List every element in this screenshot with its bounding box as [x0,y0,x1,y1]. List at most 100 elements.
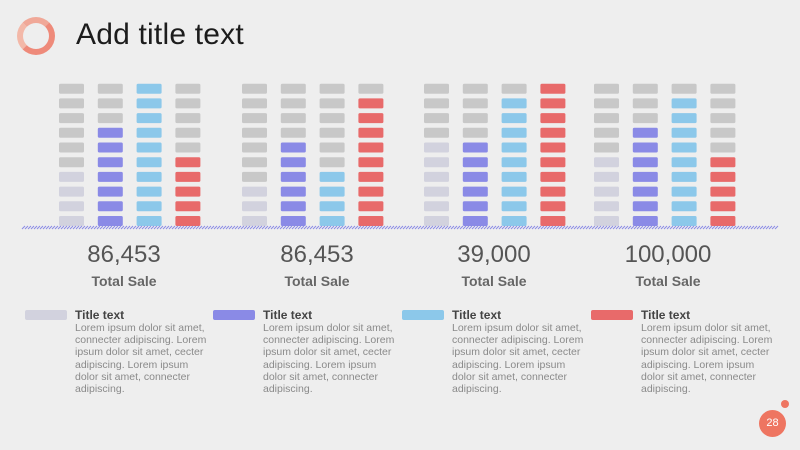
bar-cell-filled [424,142,449,153]
bar-cell-filled [280,171,306,182]
bar-cell-filled [59,216,84,226]
stat-block-1: 86,453 Total Sale [44,241,204,289]
stat-label: Total Sale [461,273,527,289]
bar-cell-empty [710,127,736,138]
bar-cell-filled [358,186,384,197]
bar-cell-filled [424,201,449,212]
bar-cell-empty [319,157,345,168]
bar-cell-filled [424,186,449,197]
bar-cell-filled [358,216,384,226]
bar-cell-filled [462,171,488,182]
bar-cell-filled [462,186,488,197]
bar-cell-empty [97,113,123,124]
bar-cell-empty [242,127,267,138]
bar-cell-empty [242,171,267,182]
bar-cell-filled [280,186,306,197]
bar-cell-empty [710,98,736,109]
bar-cell-filled [424,157,449,168]
stat-label: Total Sale [635,273,701,289]
bar-cell-filled [501,98,527,109]
bar-cell-empty [242,142,267,153]
bar-cell-empty [594,113,619,124]
bar-cell-filled [501,216,527,226]
bar-cell-empty [97,98,123,109]
bar-cell-filled [175,186,201,197]
bar-cell-filled [462,201,488,212]
bar-cell-empty [59,127,84,138]
bar-cell-filled [540,83,566,94]
bar-cell-empty [462,113,488,124]
bar-cell-filled [594,186,619,197]
bar-cell-empty [594,98,619,109]
legend-swatch [25,310,67,320]
bar-cell-empty [319,83,345,94]
bar-cell-filled [136,171,162,182]
bar-cell-filled [540,171,566,182]
bar-cell-empty [319,113,345,124]
bar-cell-filled [242,201,267,212]
bar-cell-empty [175,113,201,124]
legend-title: Title text [641,308,691,322]
stat-value: 39,000 [457,241,531,268]
bar-cell-empty [424,127,449,138]
bar-cell-filled [671,142,697,153]
stat-block-2: 86,453 Total Sale [237,241,397,289]
bar-cell-empty [175,83,201,94]
bar-cell-filled [671,201,697,212]
bar-cell-empty [710,142,736,153]
bar-cell-filled [671,113,697,124]
bar-cell-filled [319,201,345,212]
bar-cell-filled [136,113,162,124]
bar-cell-filled [319,171,345,182]
stat-label: Total Sale [91,273,157,289]
bar-cell-filled [358,142,384,153]
bar-cell-empty [59,157,84,168]
bar-cell-filled [501,171,527,182]
bar-cell-filled [175,171,201,182]
legend-title: Title text [75,308,125,322]
bar-cell-filled [671,98,697,109]
bar-cell-empty [594,127,619,138]
bar-cell-filled [136,98,162,109]
bar-cell-empty [632,113,658,124]
stat-label: Total Sale [284,273,350,289]
bar-cell-empty [594,142,619,153]
bar-cell-empty [462,83,488,94]
legend-swatch [402,310,444,320]
stat-value: 100,000 [624,241,712,268]
bar-cell-empty [59,113,84,124]
bar-cell-filled [632,201,658,212]
bar-cell-filled [540,127,566,138]
bar-cell-empty [462,98,488,109]
bar-cell-filled [540,113,566,124]
bar-cell-filled [501,142,527,153]
bar-cell-filled [136,127,162,138]
bar-cell-filled [594,157,619,168]
legend-swatch [213,310,255,320]
bar-cell-empty [358,83,384,94]
bar-cell-filled [594,201,619,212]
badge-dot-icon [781,400,789,408]
bar-cell-filled [594,171,619,182]
bar-cell-filled [540,201,566,212]
bar-cell-empty [632,98,658,109]
bar-cell-filled [136,216,162,226]
bar-cell-filled [97,216,123,226]
bar-cell-empty [97,83,123,94]
bar-cell-filled [540,142,566,153]
bar-cell-filled [671,216,697,226]
bar-cell-empty [59,83,84,94]
stat-block-4: 100,000 Total Sale [588,241,748,289]
bar-cell-filled [632,127,658,138]
bar-cell-empty [319,142,345,153]
bar-cell-filled [501,127,527,138]
bar-cell-filled [59,171,84,182]
pictograph-chart [21,83,779,230]
bar-cell-filled [242,216,267,226]
bar-cell-empty [175,142,201,153]
bar-cell-empty [242,83,267,94]
bar-cell-filled [358,113,384,124]
bar-cell-filled [710,186,736,197]
bar-cell-filled [632,216,658,226]
bar-cell-filled [710,171,736,182]
